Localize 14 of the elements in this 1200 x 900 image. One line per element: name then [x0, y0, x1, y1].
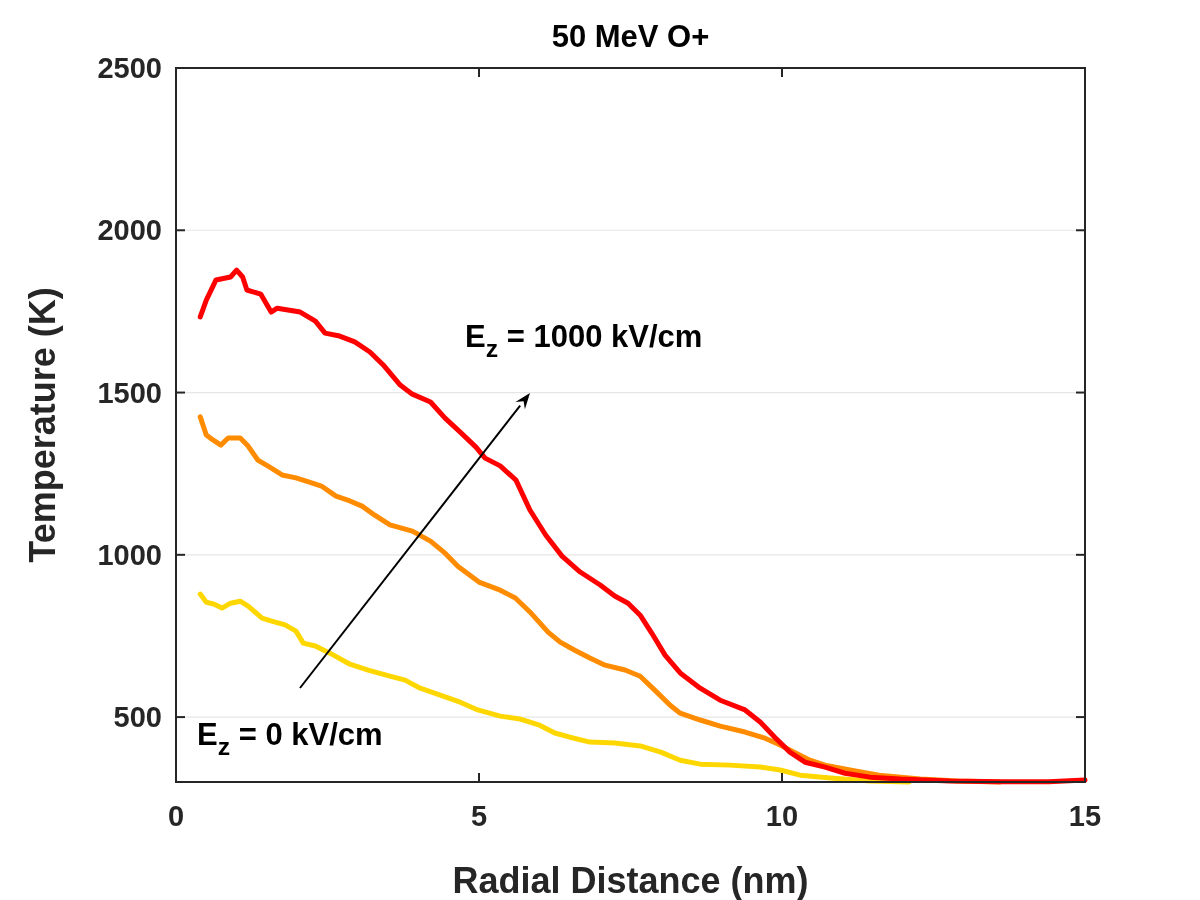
y-tick-label: 2000 [97, 214, 162, 247]
x-tick-label: 0 [167, 800, 185, 832]
x-axis-title: Radial Distance (nm) [452, 860, 809, 900]
y-tick-label: 500 [113, 701, 162, 734]
y-tick-label: 2500 [97, 52, 162, 84]
y-axis-title: Temperature (K) [22, 287, 63, 563]
annotation: E$_{z}$ = 1000 kV/cm [465, 319, 703, 362]
x-tick-label: 5 [470, 800, 488, 832]
y-tick-label: 1500 [97, 376, 162, 409]
annotation: E$_{z}$ = 0 kV/cm [197, 717, 383, 760]
chart-title: 50 MeV O+ [551, 19, 710, 54]
x-tick-label: 15 [1068, 800, 1102, 832]
x-tick-label: 10 [765, 800, 799, 832]
y-tick-label: 1000 [97, 538, 162, 571]
